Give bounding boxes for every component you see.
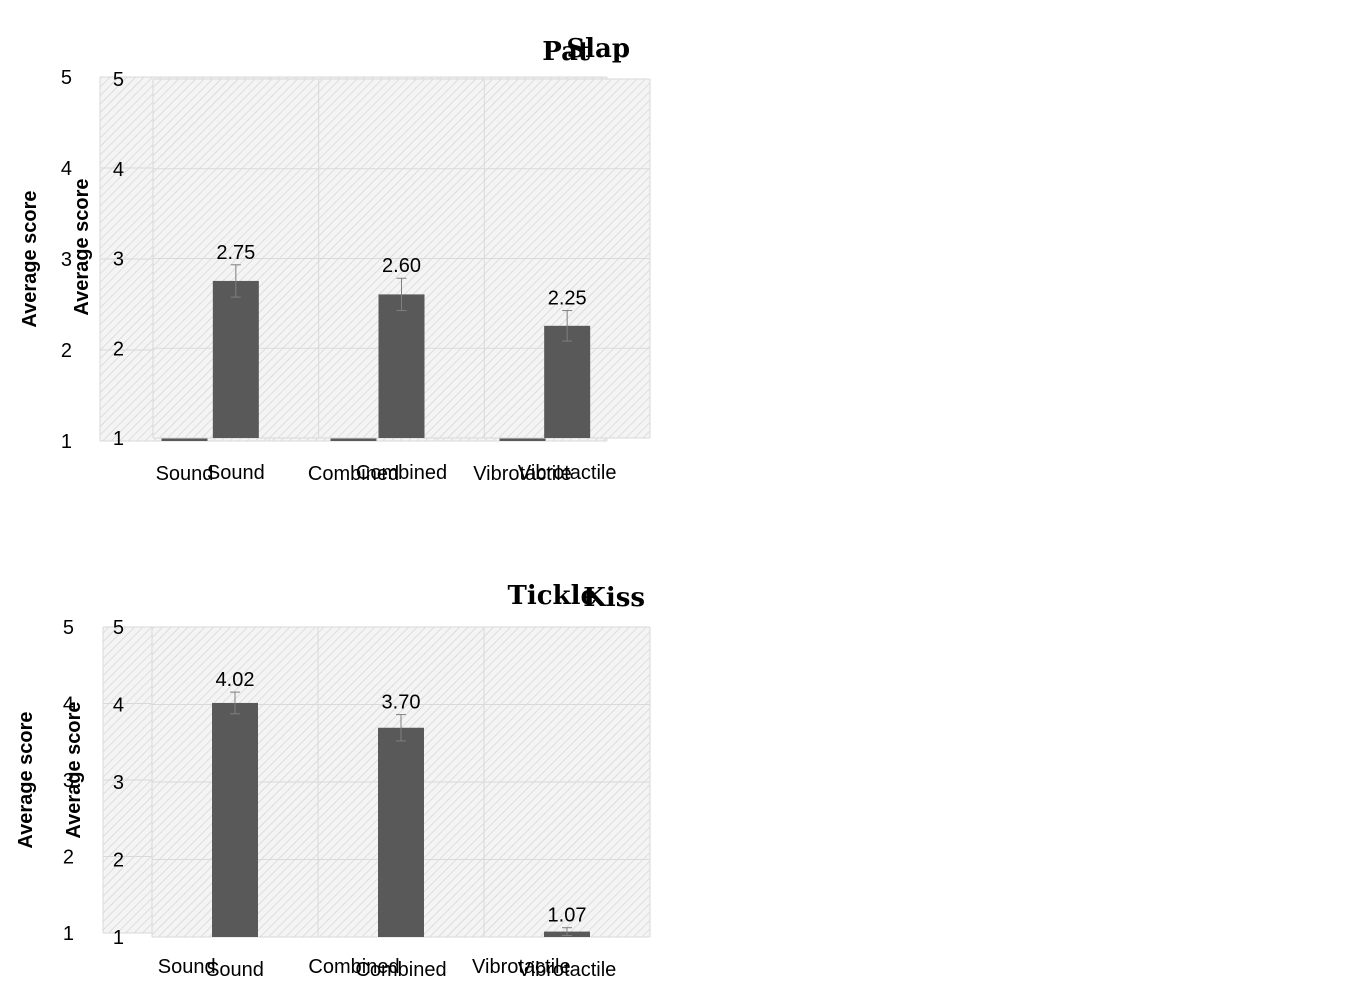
data-label: 2.60 [382,255,421,277]
y-tick-label: 2 [63,847,74,869]
y-axis-label: Average score [63,701,85,838]
y-tick-label: 2 [113,850,124,872]
chart-title: Slap [566,34,630,64]
bar [378,294,425,438]
y-tick-label: 5 [63,617,74,639]
y-tick-label: 3 [113,772,124,794]
y-tick-label: 2 [61,340,72,362]
x-tick-label: Sound [156,463,214,485]
x-tick-label: Vibrotactile [518,462,617,484]
y-tick-label: 1 [61,431,72,453]
y-tick-label: 4 [61,158,72,180]
x-tick-label: Sound [158,956,216,978]
error-bar [396,277,407,312]
error-bar [230,691,240,715]
x-tick-label: Sound [206,959,264,981]
y-axis-label: Average score [19,190,41,327]
chart-slap: 1 2 3 4 5 Average score Slap 2.75 Sound 2.60 Combi… [71,34,651,484]
bar [212,280,259,438]
y-tick-label: 2 [113,338,124,360]
x-tick-label: Combined [356,462,447,484]
y-tick-label: 5 [61,67,72,89]
y-axis-label: Average score [71,178,93,315]
chart-title: Kiss [583,583,645,613]
x-tick-label: Combined [355,959,446,981]
y-tick-label: 5 [113,617,124,639]
x-tick-label: Vibrotactile [472,956,571,978]
chart-kiss: 1 2 3 4 5 Average score Kiss 4.02 Sound 3.70 Combi… [63,583,651,981]
x-tick-label: Vibrotactile [473,463,572,485]
error-bar [230,264,241,298]
y-tick-label: 3 [61,249,72,271]
y-tick-label: 5 [113,69,124,91]
data-label: 1.07 [548,905,587,927]
data-label: 4.02 [216,669,255,691]
y-tick-label: 3 [63,770,74,792]
y-tick-label: 1 [113,927,124,949]
x-tick-label: Sound [207,462,265,484]
y-tick-label: 1 [113,428,124,450]
bar [212,702,258,937]
bar [544,325,591,438]
data-label: 2.25 [548,288,587,310]
bar [378,727,424,937]
y-tick-label: 3 [113,249,124,271]
error-bar [562,927,572,936]
error-bar [396,714,406,742]
y-tick-label: 4 [63,694,74,716]
y-tick-label: 4 [113,695,124,717]
error-bar [562,310,573,342]
x-tick-label: Vibrotactile [518,959,617,981]
y-tick-label: 1 [63,923,74,945]
x-tick-label: Combined [308,956,399,978]
y-axis-label: Average score [15,711,37,848]
chart-title: Tickle [508,581,598,611]
chart-title: Pat [542,37,590,67]
data-label: 2.75 [216,242,255,264]
x-tick-label: Combined [308,463,399,485]
data-label: 3.70 [382,692,421,714]
y-tick-label: 4 [113,159,124,181]
